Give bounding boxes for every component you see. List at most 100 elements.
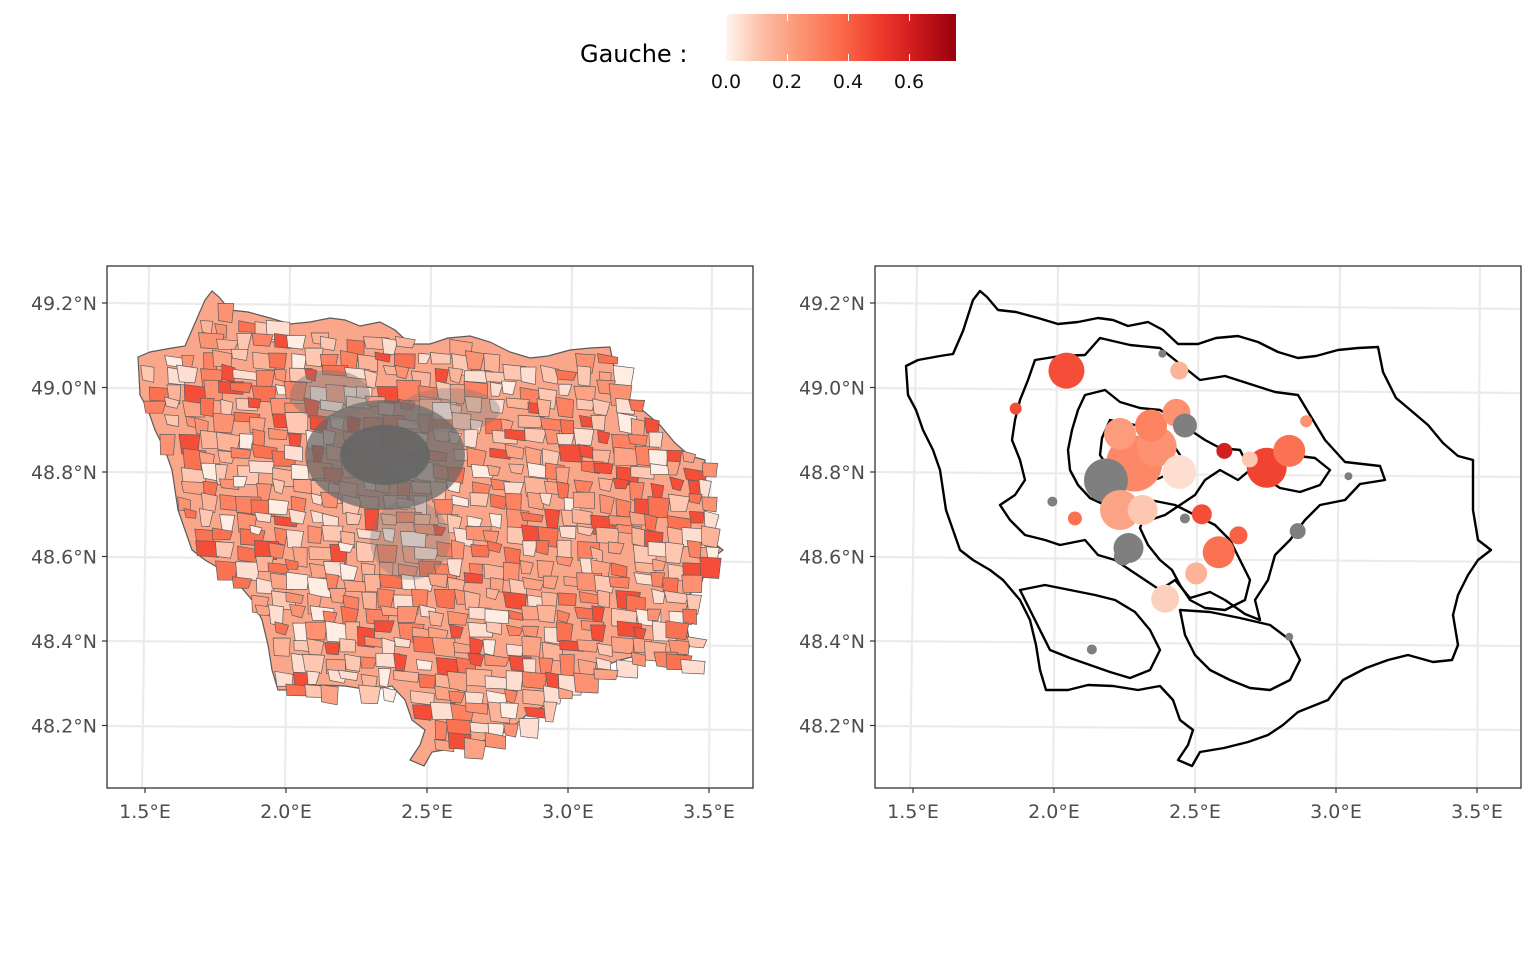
legend-tick-label: 0.4 xyxy=(832,71,864,93)
commune xyxy=(217,302,235,324)
commune xyxy=(504,429,528,442)
commune xyxy=(627,433,648,447)
commune xyxy=(536,398,552,418)
commune xyxy=(248,460,275,475)
department-border xyxy=(1178,608,1302,692)
commune xyxy=(198,508,214,527)
commune xyxy=(701,496,718,513)
city-symbol xyxy=(1179,513,1190,524)
commune xyxy=(195,540,222,558)
commune xyxy=(521,625,539,638)
commune xyxy=(508,463,525,475)
commune xyxy=(239,433,255,450)
region-outline xyxy=(904,289,1493,768)
y-tick-label: 49.2°N xyxy=(31,293,97,315)
commune xyxy=(285,591,304,604)
city-symbol xyxy=(1241,451,1258,468)
y-tick-label: 48.8°N xyxy=(799,462,865,484)
commune xyxy=(556,621,574,643)
commune xyxy=(572,491,595,510)
commune xyxy=(542,575,559,590)
commune xyxy=(499,702,519,720)
commune xyxy=(519,560,534,575)
commune xyxy=(200,397,215,417)
commune xyxy=(485,587,500,601)
legend: Gauche : 0.0 0.2 0.4 0.6 xyxy=(0,0,1536,110)
commune xyxy=(212,527,233,541)
commune xyxy=(428,610,445,627)
commune xyxy=(378,668,392,688)
commune xyxy=(373,620,395,633)
commune xyxy=(306,576,332,599)
commune xyxy=(535,540,550,556)
commune xyxy=(554,369,578,381)
y-tick-label: 48.6°N xyxy=(799,547,865,569)
commune xyxy=(397,605,419,623)
y-tick-label: 48.2°N xyxy=(31,716,97,738)
commune xyxy=(393,636,411,648)
commune xyxy=(488,398,505,414)
commune xyxy=(345,511,362,526)
legend-tick-label: 0.0 xyxy=(710,71,742,93)
commune xyxy=(484,608,510,624)
commune xyxy=(663,590,690,605)
commune xyxy=(485,621,503,636)
y-tick-label: 49.0°N xyxy=(31,378,97,400)
city-symbol xyxy=(1344,472,1353,481)
city-symbol xyxy=(1104,417,1137,450)
commune xyxy=(542,685,564,705)
commune xyxy=(304,368,318,382)
commune xyxy=(427,573,448,589)
commune xyxy=(489,493,509,510)
region-choropleth xyxy=(137,290,724,767)
city-symbol xyxy=(1172,413,1197,438)
commune xyxy=(433,588,457,610)
commune xyxy=(665,620,690,640)
commune xyxy=(449,624,464,639)
city-symbol xyxy=(1273,434,1306,467)
commune xyxy=(358,684,382,704)
commune xyxy=(301,653,325,674)
y-axis: 49.2°N 49.0°N 48.8°N 48.6°N 48.4°N 48.2°N xyxy=(31,293,107,738)
commune xyxy=(577,525,595,537)
commune xyxy=(650,571,666,588)
department-borders xyxy=(904,289,1493,768)
commune xyxy=(490,577,504,593)
commune xyxy=(592,449,611,464)
commune xyxy=(249,524,263,536)
department-border xyxy=(998,336,1387,622)
commune xyxy=(597,589,611,609)
commune xyxy=(555,555,574,567)
commune xyxy=(431,637,456,658)
commune xyxy=(573,672,599,694)
x-tick-label: 1.5°E xyxy=(887,801,939,823)
commune xyxy=(593,668,619,681)
paris-dense-core xyxy=(290,370,500,580)
commune xyxy=(484,675,509,690)
commune xyxy=(590,624,606,643)
commune xyxy=(610,636,635,655)
commune xyxy=(504,443,525,460)
commune xyxy=(503,561,520,581)
commune xyxy=(376,544,398,564)
commune xyxy=(321,525,344,542)
city-symbol xyxy=(1009,402,1022,415)
commune xyxy=(486,540,503,554)
commune xyxy=(524,427,548,444)
commune xyxy=(355,541,377,563)
commune xyxy=(176,364,198,384)
city-symbol xyxy=(1216,442,1233,459)
graticule xyxy=(875,266,1521,788)
commune xyxy=(519,511,544,523)
commune xyxy=(339,562,359,581)
city-symbol xyxy=(1100,490,1141,531)
x-axis: 1.5°E 2.0°E 2.5°E 3.0°E 3.5°E xyxy=(119,788,735,823)
commune xyxy=(557,592,577,606)
commune xyxy=(465,702,489,715)
commune xyxy=(412,704,436,721)
commune xyxy=(356,528,382,541)
commune xyxy=(563,576,580,587)
x-tick-label: 3.0°E xyxy=(542,801,594,823)
commune xyxy=(518,718,540,739)
symbol-map-panel: 49.2°N 49.0°N 48.8°N 48.6°N 48.4°N 48.2°N 1.5… xyxy=(799,265,1522,823)
